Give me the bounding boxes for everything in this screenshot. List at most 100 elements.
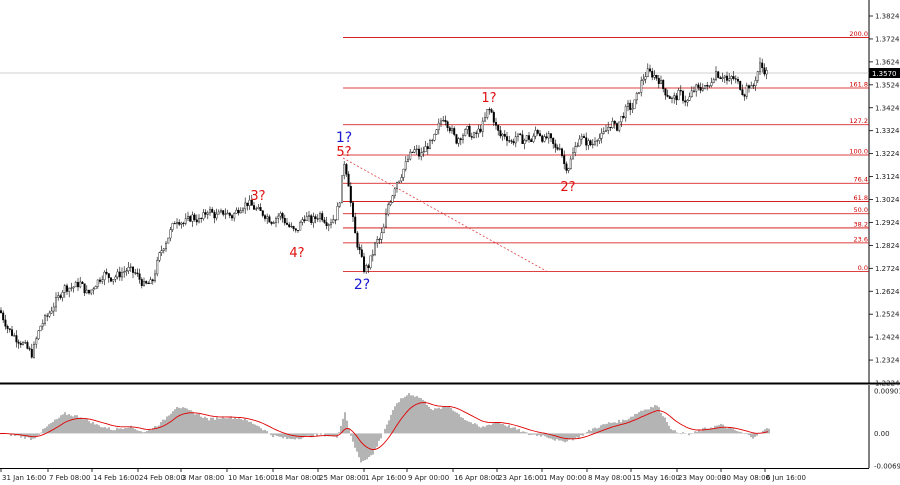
candle-body <box>470 136 473 138</box>
oscillator-bar <box>380 433 382 439</box>
oscillator-bar <box>416 396 418 434</box>
wave-label: 1? <box>336 130 352 146</box>
oscillator-bar <box>666 422 668 434</box>
oscillator-bar <box>180 408 182 434</box>
candle-body <box>404 161 407 170</box>
oscillator-bar <box>46 426 48 434</box>
candle-body <box>314 216 317 219</box>
oscillator-bar <box>768 428 770 434</box>
oscillator-bar <box>704 427 706 434</box>
candle-body <box>594 141 597 145</box>
candle-body <box>490 109 493 113</box>
price-tick-label: 1.3724 <box>875 35 900 43</box>
candle-body <box>145 281 148 284</box>
candle-body <box>109 277 112 282</box>
candle-body <box>413 149 416 153</box>
oscillator-bar <box>500 423 502 434</box>
candle-body <box>74 282 77 288</box>
oscillator-bar <box>646 409 648 434</box>
candle-body <box>153 273 156 282</box>
oscillator-bar <box>524 431 526 434</box>
candle-body <box>763 67 766 75</box>
candle-body <box>259 207 262 211</box>
candle-body <box>677 90 680 101</box>
candle-body <box>514 136 517 144</box>
candle-body <box>292 226 295 229</box>
oscillator-bar <box>482 426 484 434</box>
oscillator-bar <box>254 424 256 434</box>
oscillator-bar <box>458 414 460 434</box>
oscillator-bar <box>718 425 720 434</box>
candle-body <box>741 89 744 96</box>
oscillator-bar <box>590 430 592 434</box>
candle-body <box>624 106 627 118</box>
candle-body <box>730 76 733 79</box>
oscillator-bar <box>348 428 350 434</box>
candle-body <box>627 102 630 107</box>
oscillator-bar <box>726 428 728 434</box>
price-tick-label: 1.3024 <box>875 196 900 204</box>
candle-body <box>666 94 669 97</box>
candle-body <box>638 92 641 94</box>
candle-body <box>407 158 410 162</box>
candle-body <box>512 141 515 144</box>
candle-body <box>464 129 467 136</box>
oscillator-bar <box>26 433 28 437</box>
candle-body <box>622 115 625 118</box>
oscillator-bar <box>404 396 406 434</box>
candle-body <box>299 222 302 231</box>
candle-body <box>341 175 344 204</box>
candle-body <box>244 202 247 210</box>
candle-body <box>426 146 429 150</box>
candle-body <box>556 147 559 150</box>
candle-body <box>217 211 220 215</box>
candle-body <box>679 90 682 92</box>
oscillator-bar <box>690 433 692 435</box>
oscillator-bar <box>204 416 206 434</box>
candle-body <box>343 164 346 176</box>
oscillator-bar <box>386 424 388 434</box>
candle-body <box>591 143 594 146</box>
candle-body <box>239 210 242 214</box>
oscillator-bar <box>544 433 546 437</box>
oscillator-bar <box>242 420 244 434</box>
candle-body <box>435 129 438 135</box>
candle-body <box>180 222 183 225</box>
oscillator-bar <box>90 423 92 434</box>
candle-body <box>558 148 561 150</box>
oscillator-bar <box>122 428 124 434</box>
candle-body <box>411 151 414 153</box>
time-tick-label: 8 May 08:00 <box>588 474 632 482</box>
oscillator-bar <box>218 418 220 434</box>
candle-body <box>347 173 350 187</box>
candle-body <box>756 71 759 81</box>
oscillator-bar <box>360 433 362 463</box>
oscillator-bar <box>166 416 168 434</box>
oscillator-bar <box>636 413 638 434</box>
oscillator-bar <box>94 424 96 434</box>
candle-body <box>488 109 491 111</box>
oscillator-bar <box>596 428 598 434</box>
oscillator-bar <box>476 424 478 434</box>
candle-body <box>301 219 304 223</box>
oscillator-bar <box>492 423 494 434</box>
oscillator-bar <box>706 428 708 434</box>
oscillator-bar <box>518 428 520 434</box>
candle-body <box>640 80 643 93</box>
candle-body <box>545 136 548 139</box>
oscillator-bar <box>346 420 348 434</box>
oscillator-bar <box>694 431 696 434</box>
oscillator-bar <box>342 418 344 434</box>
candle-body <box>22 342 25 345</box>
candle-body <box>4 319 7 327</box>
candle-body <box>475 132 478 134</box>
candle-body <box>325 222 328 226</box>
oscillator-bar <box>634 413 636 434</box>
oscillator-bar <box>312 433 314 438</box>
candle-body <box>690 90 693 98</box>
oscillator-bar <box>452 410 454 434</box>
oscillator-bar <box>124 428 126 434</box>
candle-body <box>312 216 315 223</box>
candle-body <box>138 273 141 280</box>
candle-body <box>578 138 581 147</box>
